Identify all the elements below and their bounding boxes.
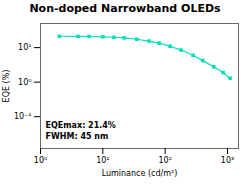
- svg-text:10¹: 10¹: [18, 43, 31, 52]
- svg-text:10⁰: 10⁰: [34, 156, 47, 165]
- svg-text:10⁰: 10⁰: [18, 78, 31, 87]
- svg-text:EQE (%): EQE (%): [2, 70, 11, 103]
- svg-text:EQEmax: 21.4%: EQEmax: 21.4%: [46, 121, 116, 130]
- svg-text:10²: 10²: [158, 156, 171, 165]
- svg-text:10⁻¹: 10⁻¹: [14, 112, 32, 121]
- svg-text:10³: 10³: [221, 156, 234, 165]
- svg-text:10¹: 10¹: [96, 156, 109, 165]
- svg-text:Luminance (cd/m²): Luminance (cd/m²): [102, 169, 178, 178]
- html-text:Non-doped Narrowband OLEDs: Non-doped Narrowband OLEDs: [29, 2, 221, 15]
- svg-text:FWHM: 45 nm: FWHM: 45 nm: [46, 132, 109, 141]
